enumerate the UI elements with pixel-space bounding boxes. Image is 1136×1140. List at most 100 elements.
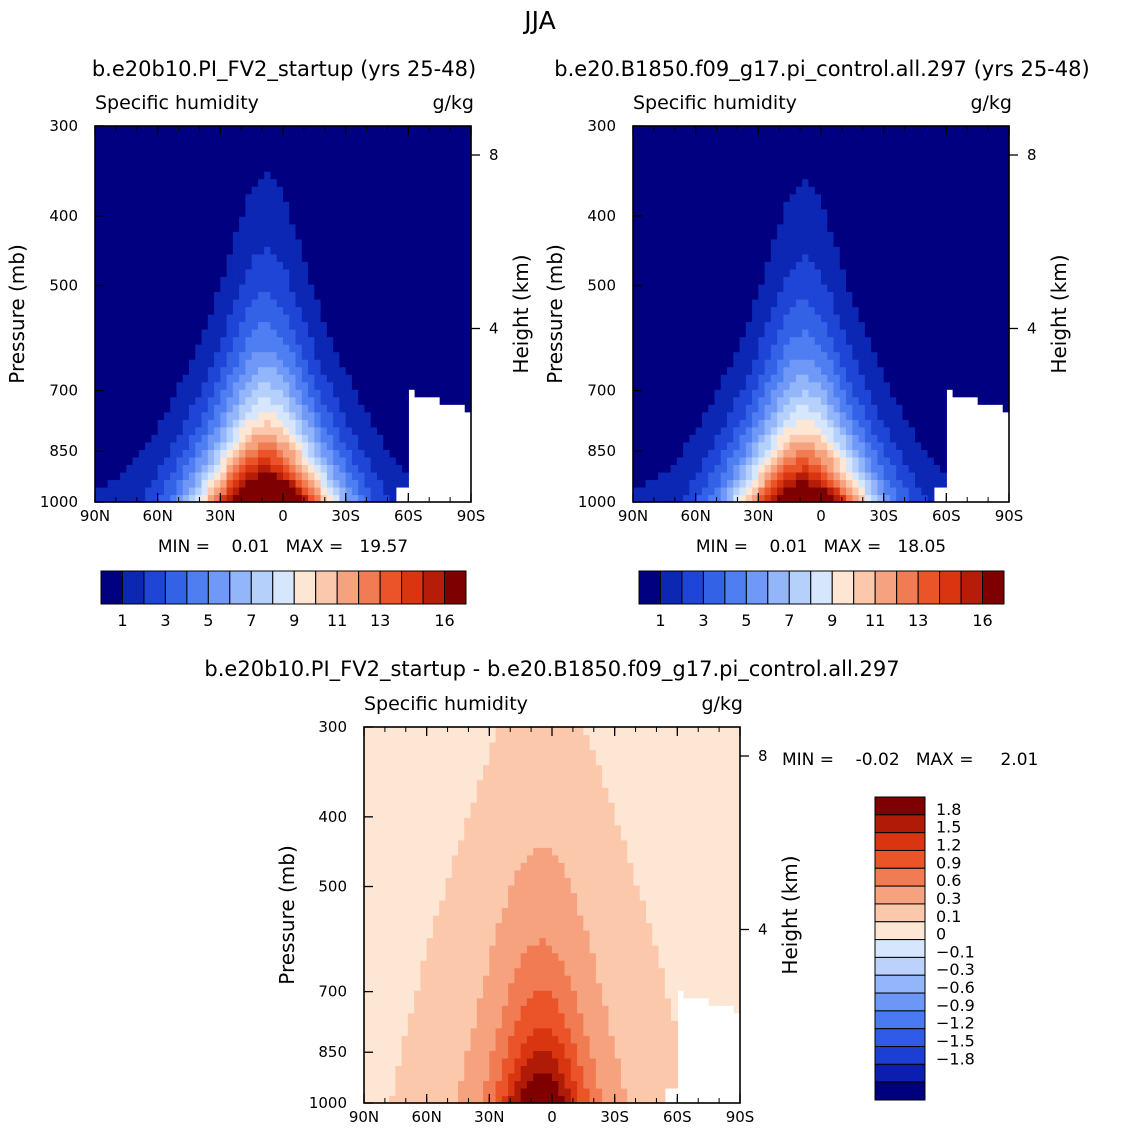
contour-cell xyxy=(789,374,797,383)
contour-cell xyxy=(758,171,766,180)
contour-cell xyxy=(708,419,716,428)
contour-cell xyxy=(195,216,203,225)
contour-cell xyxy=(333,314,340,323)
contour-cell xyxy=(151,329,159,338)
contour-cell xyxy=(257,494,265,503)
contour-cell xyxy=(858,193,866,202)
contour-cell xyxy=(871,178,878,187)
contour-cell xyxy=(871,396,878,405)
contour-cell xyxy=(733,148,741,157)
contour-cell xyxy=(871,404,878,413)
contour-cell xyxy=(358,148,366,157)
contour-cell xyxy=(883,486,891,496)
contour-cell xyxy=(351,351,359,360)
contour-cell xyxy=(251,246,259,255)
contour-cell xyxy=(232,479,240,488)
contour-cell xyxy=(226,351,234,360)
contour-cell xyxy=(458,396,466,405)
contour-cell xyxy=(182,246,190,255)
contour-cell xyxy=(789,351,797,360)
contour-cell xyxy=(132,246,140,255)
contour-cell xyxy=(189,208,196,217)
contour-cell xyxy=(427,389,434,398)
contour-cell xyxy=(232,351,240,360)
contour-cell xyxy=(433,253,441,262)
contour-cell xyxy=(364,298,372,308)
contour-cell xyxy=(170,404,178,413)
contour-cell xyxy=(138,261,146,270)
contour-cell xyxy=(308,471,315,481)
contour-cell xyxy=(120,411,127,420)
contour-cell xyxy=(132,126,140,135)
contour-cell xyxy=(720,374,728,383)
contour-cell xyxy=(232,246,240,255)
contour-cell xyxy=(107,231,115,240)
contour-cell xyxy=(445,329,453,338)
contour-cell xyxy=(107,441,115,450)
colorbar-label: 9 xyxy=(289,611,299,630)
contour-cell xyxy=(777,163,784,172)
contour-cell xyxy=(727,268,734,277)
contour-cell xyxy=(326,366,334,375)
contour-cell xyxy=(145,246,152,255)
contour-cell xyxy=(214,464,221,473)
contour-cell xyxy=(232,163,240,172)
contour-cell xyxy=(201,163,209,172)
contour-cell xyxy=(683,231,690,240)
contour-cell xyxy=(308,141,315,150)
contour-cell xyxy=(120,419,127,428)
contour-cell xyxy=(783,178,791,187)
contour-cell xyxy=(182,366,190,375)
contour-cell xyxy=(802,389,810,398)
contour-cell xyxy=(714,126,722,135)
contour-cell xyxy=(821,141,828,150)
contour-cell xyxy=(689,441,697,450)
contour-cell xyxy=(745,171,753,180)
contour-cell xyxy=(182,201,190,210)
contour-cell xyxy=(214,389,221,398)
contour-cell xyxy=(370,471,378,481)
contour-cell xyxy=(257,381,265,390)
contour-cell xyxy=(808,306,816,315)
contour-cell xyxy=(257,231,265,240)
contour-cell xyxy=(264,426,272,435)
contour-cell xyxy=(151,441,159,450)
contour-cell xyxy=(232,253,240,262)
contour-cell xyxy=(289,141,297,150)
contour-cell xyxy=(795,276,803,285)
contour-cell xyxy=(871,411,878,420)
contour-cell xyxy=(708,336,716,345)
contour-cell xyxy=(377,208,384,217)
contour-cell xyxy=(739,359,747,368)
contour-cell xyxy=(364,238,372,247)
contour-cell xyxy=(752,291,759,300)
contour-cell xyxy=(714,336,722,345)
contour-cell xyxy=(308,336,315,345)
contour-cell xyxy=(727,479,734,488)
contour-cell xyxy=(789,148,797,157)
contour-cell xyxy=(308,344,315,353)
contour-cell xyxy=(239,178,246,187)
contour-cell xyxy=(852,238,860,247)
colorbar-swatch xyxy=(121,570,145,605)
contour-cell xyxy=(414,216,422,225)
contour-cell xyxy=(871,171,878,180)
contour-cell xyxy=(651,464,659,473)
contour-cell xyxy=(433,329,441,338)
contour-cell xyxy=(351,253,359,262)
contour-cell xyxy=(783,268,791,277)
contour-cell xyxy=(239,193,246,202)
contour-cell xyxy=(439,231,447,240)
contour-cell xyxy=(695,283,703,293)
contour-cell xyxy=(189,171,196,180)
contour-cell xyxy=(358,419,366,428)
contour-cell xyxy=(683,381,690,390)
contour-cell xyxy=(339,231,347,240)
contour-cell xyxy=(95,133,102,142)
contour-cell xyxy=(245,306,253,315)
contour-cell xyxy=(452,201,460,210)
contour-cell xyxy=(163,396,171,405)
contour-cell xyxy=(377,441,384,450)
contour-cell xyxy=(764,238,772,247)
contour-cell xyxy=(714,396,722,405)
